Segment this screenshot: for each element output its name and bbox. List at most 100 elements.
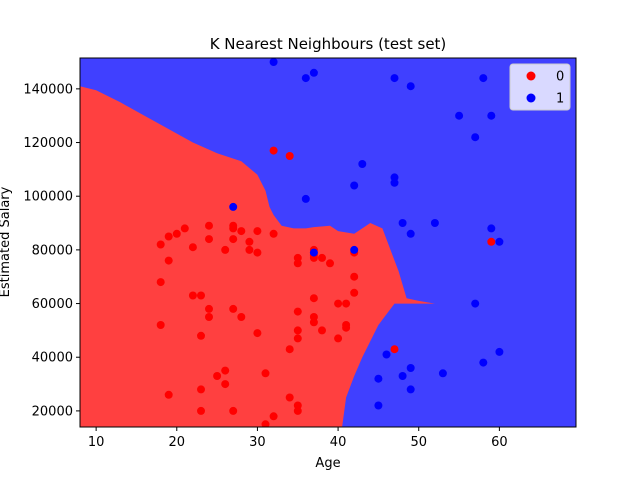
y-axis-label: Estimated Salary [0,186,13,297]
data-point-class-0 [205,235,213,244]
data-point-class-0 [245,237,254,246]
data-point-class-0 [188,243,197,252]
axes-frame [79,57,577,428]
data-point-class-1 [350,181,359,190]
data-point-class-1 [495,347,504,356]
data-point-class-0 [205,304,213,313]
data-point-class-0 [205,313,213,321]
data-point-class-0 [342,323,351,332]
decision-region-class-0 [80,86,435,427]
data-point-class-0 [229,304,238,313]
data-point-class-1 [406,82,415,91]
x-tick-label: 20 [169,435,186,450]
legend-label-0: 0 [556,70,564,85]
data-point-class-1 [390,178,399,187]
legend: 01 [509,63,571,111]
data-point-class-0 [229,406,238,415]
data-point-class-1 [495,237,504,246]
x-tick-label: 30 [249,435,266,450]
data-point-class-0 [156,240,165,249]
data-point-class-0 [180,224,189,233]
data-point-class-0 [205,221,213,230]
data-point-class-1 [301,74,310,83]
data-point-class-1 [406,364,415,372]
data-point-class-0 [309,294,318,303]
data-point-class-0 [188,291,197,300]
data-point-class-0 [269,412,278,421]
data-point-class-0 [293,259,302,268]
data-point-class-0 [350,288,359,297]
data-point-class-0 [213,372,222,380]
data-point-class-0 [334,299,343,308]
data-point-class-0 [318,326,326,335]
data-point-class-0 [197,291,205,300]
data-point-class-1 [479,74,488,83]
data-point-class-0 [172,229,181,238]
data-point-class-0 [293,406,302,415]
data-point-class-1 [374,401,383,410]
data-point-class-0 [164,390,173,399]
data-point-class-1 [374,374,383,383]
data-point-class-0 [269,146,278,155]
data-point-class-0 [293,326,302,335]
data-point-class-0 [261,420,270,427]
legend-marker-1 [526,93,536,103]
data-point-class-1 [406,229,415,238]
x-tick-label: 40 [330,435,347,450]
data-point-class-0 [390,345,399,354]
legend-marker-0 [526,71,536,81]
data-point-class-0 [221,380,230,389]
data-point-class-0 [197,385,205,394]
data-point-class-0 [269,229,278,238]
x-tick-label: 50 [410,435,427,450]
data-point-class-1 [487,224,496,233]
data-point-class-0 [164,232,173,241]
x-axis-label: Age [315,456,340,471]
data-point-class-0 [237,227,246,236]
data-point-class-0 [326,259,334,268]
data-point-class-0 [293,334,302,343]
data-point-class-0 [164,256,173,265]
data-point-class-0 [156,278,165,287]
y-tick-label: 140000 [23,82,73,97]
data-point-class-1 [350,245,359,254]
data-point-class-0 [350,272,359,281]
y-tick-label: 120000 [23,136,73,151]
data-point-class-0 [334,334,343,343]
data-point-class-1 [309,68,318,77]
data-point-class-1 [229,202,238,211]
data-point-class-0 [285,345,294,354]
data-point-class-0 [253,248,262,257]
data-point-class-0 [197,406,205,415]
data-point-class-0 [285,152,294,160]
data-point-class-0 [253,329,262,338]
data-point-class-0 [261,369,270,378]
data-point-class-1 [398,372,407,380]
y-tick-label: 80000 [32,243,73,258]
data-point-class-0 [237,313,246,321]
data-point-class-0 [221,245,230,254]
x-tick-label: 60 [491,435,508,450]
data-point-class-1 [471,299,480,308]
data-point-class-1 [487,111,496,120]
data-point-class-1 [430,219,439,227]
data-point-class-0 [229,224,238,233]
data-point-class-0 [342,299,351,308]
legend-box [509,63,571,111]
data-point-class-1 [438,369,447,378]
y-tick-label: 100000 [23,190,73,205]
data-point-class-1 [471,133,480,142]
data-point-class-0 [318,253,326,262]
data-point-class-1 [358,160,367,168]
data-point-class-0 [293,307,302,316]
y-tick-label: 20000 [32,404,73,419]
legend-label-1: 1 [556,92,564,107]
y-tick-label: 60000 [32,297,73,312]
x-tick-label: 10 [88,435,105,450]
data-point-class-1 [479,358,488,367]
data-point-class-1 [406,385,415,394]
data-point-class-1 [301,194,310,203]
data-point-class-0 [229,235,238,244]
data-point-class-0 [253,227,262,236]
